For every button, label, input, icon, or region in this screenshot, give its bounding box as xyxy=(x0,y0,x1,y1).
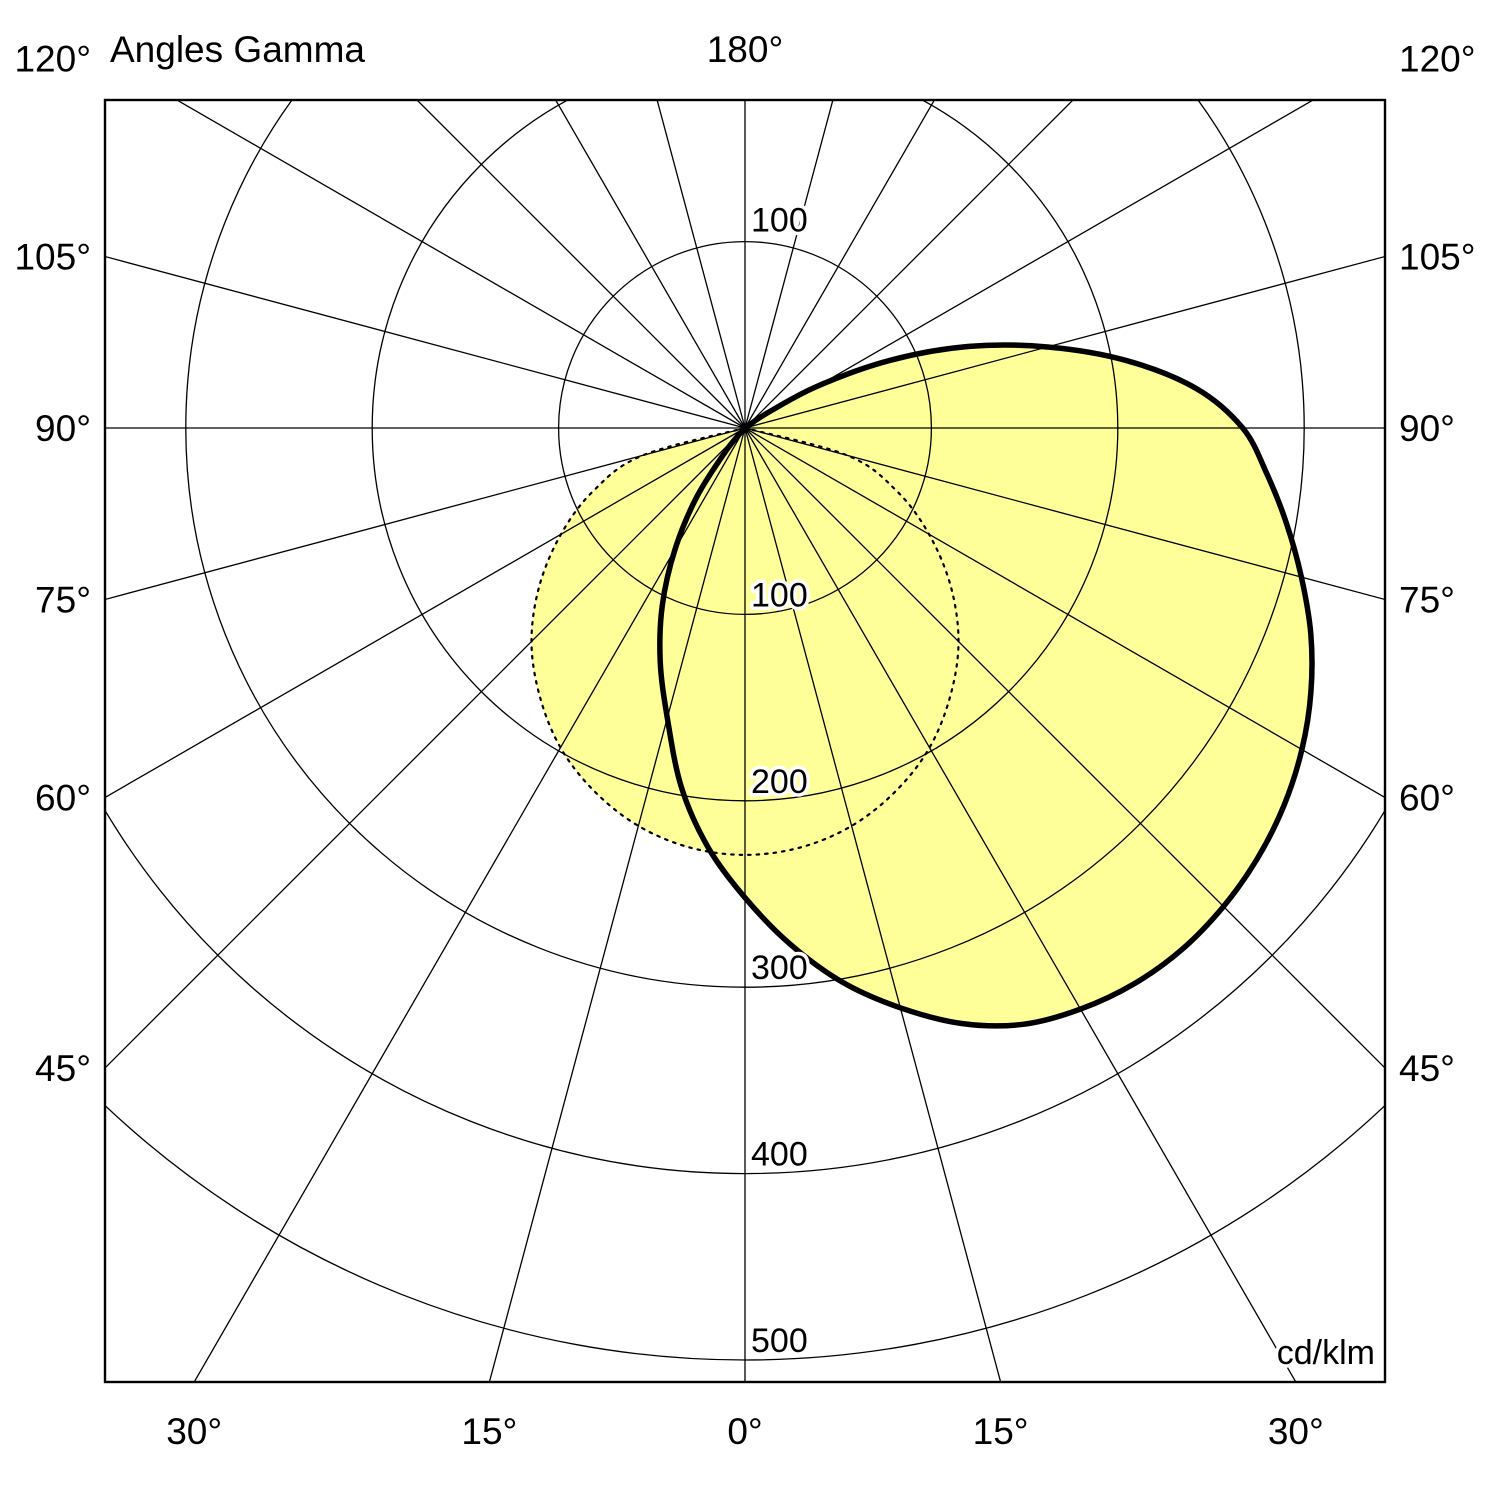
gamma-label-left: 45° xyxy=(35,1048,91,1089)
gamma-label-bottom: 30° xyxy=(166,1411,222,1452)
gamma-label-right: 75° xyxy=(1399,579,1455,620)
polar-grid-ray xyxy=(744,100,1315,429)
gamma-label-left: 120° xyxy=(14,38,91,79)
gamma-label-bottom: 15° xyxy=(461,1411,517,1452)
polar-grid-ray xyxy=(105,255,746,429)
polar-grid-ray xyxy=(744,255,1385,429)
radial-tick-label: 500 xyxy=(751,1322,808,1360)
main-plane-solid-curve xyxy=(657,342,1315,1029)
gamma-label-left: 75° xyxy=(35,579,91,620)
radial-tick-label: 200 xyxy=(751,763,808,801)
units-label: cd/klm xyxy=(1277,1334,1375,1372)
radial-tick-label: 100 xyxy=(751,576,808,614)
transverse-plane-dotted-curve xyxy=(530,426,960,857)
polar-grid-ray xyxy=(744,427,1385,799)
main-plane-solid-fill xyxy=(659,344,1313,1026)
polar-grid-ray xyxy=(175,100,746,429)
polar-grid-ray xyxy=(193,427,746,1382)
polar-grid-ray xyxy=(105,427,746,799)
radial-tick-label: 300 xyxy=(751,949,808,987)
gamma-label-right: 90° xyxy=(1399,408,1455,449)
polar-grid-ray xyxy=(744,427,1385,1069)
radial-tick-label-top: 100 xyxy=(751,202,808,240)
gamma-label-left: 105° xyxy=(14,237,91,278)
polar-grid-ray xyxy=(744,427,1002,1382)
gamma-label-right: 60° xyxy=(1399,778,1455,819)
polar-grid-ray xyxy=(105,427,746,601)
polar-grid-ray xyxy=(744,100,1074,429)
polar-grid-ray xyxy=(744,100,936,429)
gamma-label-bottom: 15° xyxy=(973,1411,1029,1452)
curve-fill-layer xyxy=(531,344,1313,1026)
gamma-label-left: 60° xyxy=(35,778,91,819)
gamma-label-bottom: 30° xyxy=(1268,1411,1324,1452)
polar-grid-ray xyxy=(105,427,746,1069)
chart-border xyxy=(103,98,1387,1384)
chart-title: Angles Gamma xyxy=(110,29,365,70)
polar-grid-ray xyxy=(554,100,746,429)
gamma-label-right: 120° xyxy=(1399,38,1476,79)
gamma-label-right: 45° xyxy=(1399,1048,1455,1089)
gamma-label-left: 90° xyxy=(35,408,91,449)
polar-grid-ray xyxy=(744,427,1385,601)
polar-grid-ray xyxy=(656,100,746,429)
polar-grid-ray xyxy=(416,100,746,429)
polar-grid-ray xyxy=(744,100,834,429)
curve-layer xyxy=(530,342,1315,1029)
polar-grid-ray xyxy=(488,427,746,1382)
gamma-label-right: 105° xyxy=(1399,237,1476,278)
gamma-label-bottom: 0° xyxy=(727,1411,762,1452)
polar-grid-ray xyxy=(744,427,1297,1382)
gamma-label-top: 180° xyxy=(707,29,784,70)
radial-tick-label: 400 xyxy=(751,1136,808,1174)
